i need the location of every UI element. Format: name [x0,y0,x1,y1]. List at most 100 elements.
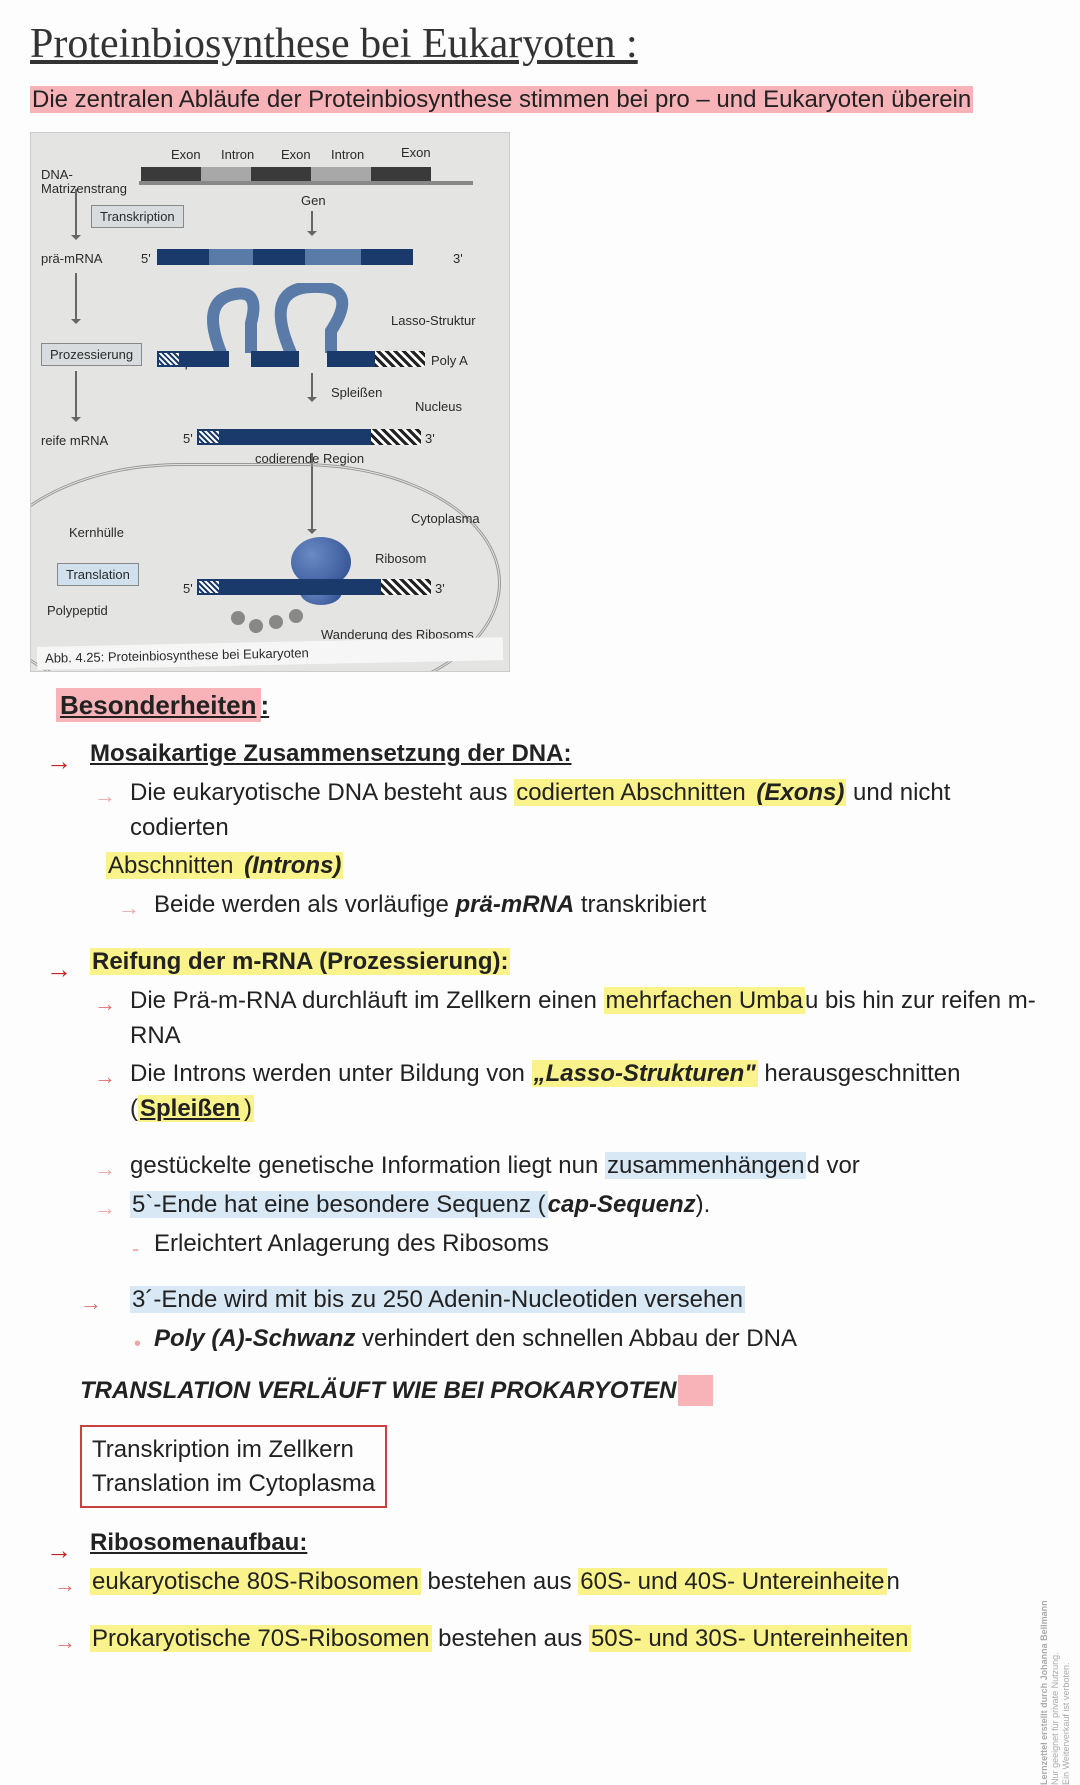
box-prozessierung: Prozessierung [41,343,142,366]
note-line: - Erleichtert Anlagerung des Ribosoms [154,1227,1050,1262]
label-ribosom: Ribosom [375,551,426,566]
text: Die Introns werden unter Bildung von [130,1060,532,1087]
label-pra-mrna: prä-mRNA [41,251,102,266]
peptide-bead [231,611,245,625]
note-line: → 5`-Ende hat eine besondere Sequenz (ca… [130,1188,1050,1223]
text-hl: 50S- und 30S- Untereinheiten [589,1625,911,1652]
mrna-segment [253,249,305,265]
label-spleissen: Spleißen [331,385,382,400]
diagram-figure: Exon Intron Exon Intron Exon DNA- Matriz… [30,132,510,672]
page-title: Proteinbiosynthese bei Eukaryoten : [30,20,1050,68]
text-hl: 5`-Ende hat eine besondere Sequenz ( [130,1191,548,1218]
arrow-icon: → [94,1192,114,1224]
polya [371,429,421,445]
arrow-icon [311,373,313,401]
text: gestückelte genetische Information liegt… [130,1152,605,1179]
heading-ribosomen: → Ribosomenaufbau: [90,1526,1050,1561]
label-reife-mrna: reife mRNA [41,433,108,448]
label-5: 5' [183,431,193,446]
arrow-icon: → [54,1626,74,1658]
mrna-segment [305,249,361,265]
text: ). [696,1191,711,1218]
label-3: 3' [453,251,463,266]
note-line: → 3´-Ende wird mit bis zu 250 Adenin-Nuc… [130,1283,1050,1318]
label-gen: Gen [301,193,326,208]
arrow-icon: → [94,1153,114,1185]
red-box: Transkription im Zellkern Translation im… [80,1425,387,1508]
text-hl: (Introns) [242,852,343,879]
bullet-icon: • [134,1330,141,1359]
note-line: → Beide werden als vorläufige prä-mRNA t… [154,888,1050,923]
heading-text: Besonderheiten [56,688,261,722]
arrow-icon: → [94,988,114,1020]
polya [375,351,425,367]
mrna-segment [327,351,375,367]
arrow-icon: → [46,951,70,989]
text: Poly (A)-Schwanz [154,1325,355,1352]
box-translation: Translation [57,563,139,586]
text-hl: Prokaryotische 70S-Ribosomen [90,1625,432,1652]
label-polya: Poly A [431,353,468,368]
note-line: → Die eukaryotische DNA besteht aus codi… [130,776,1050,846]
label-exon: Exon [171,147,201,162]
label-nucleus: Nucleus [415,399,462,414]
label-3: 3' [435,581,445,596]
heading-mosaik: → Mosaikartige Zusammensetzung der DNA: [90,737,1050,772]
text: Beide werden als vorläufige [154,891,456,918]
label-cytoplasma: Cytoplasma [411,511,480,526]
text-hl: „Lasso-Strukturen" [532,1060,758,1087]
mrna-segment [361,249,413,265]
watermark-l3: Ein Weiterverkauf ist verboten. [1061,1663,1071,1785]
note-line: Abschnitten (Introns) [106,849,1050,884]
mrna-segment [157,249,209,265]
label-dna: DNA- [41,167,73,182]
label-intron: Intron [331,147,364,162]
label-5: 5' [141,251,151,266]
mrna-segment [209,249,253,265]
arrow-icon: → [46,1532,70,1570]
text-hl: Spleißen [140,1095,240,1122]
text: verhindert den schnellen Abbau der DNA [355,1325,797,1352]
text: Die Prä-m-RNA durchläuft im Zellkern ein… [130,987,604,1014]
arrow-icon [75,273,77,323]
text: prä-mRNA [456,891,575,918]
peptide-bead [289,609,303,623]
text-hl: 60S- und 40S- Untereinheite [578,1568,886,1595]
box-line2: Translation im Cytoplasma [92,1467,375,1501]
note-line: → eukaryotische 80S-Ribosomen bestehen a… [90,1565,1050,1600]
arrow-icon: → [46,743,70,781]
subtitle-text: Die zentralen Abläufe der Proteinbiosynt… [30,86,973,113]
note-line: → Prokaryotische 70S-Ribosomen bestehen … [90,1622,1050,1657]
text-hl: eukaryotische 80S-Ribosomen [90,1568,421,1595]
text: Die eukaryotische DNA besteht aus [130,779,514,806]
arrow-icon [75,371,77,421]
label-3: 3' [425,431,435,446]
label-dna2: Matrizenstrang [41,181,127,196]
note-line: • Poly (A)-Schwanz verhindert den schnel… [154,1322,1050,1357]
label-exon: Exon [401,145,431,160]
arrow-icon: → [94,780,114,812]
text-hl: Abschnitten [106,852,242,879]
arrow-icon: → [118,892,138,924]
label-kernhuelle: Kernhülle [69,525,124,540]
arrow-icon [311,211,313,235]
text-hl: zusammenhängen [605,1152,806,1179]
heading-text: Ribosomenaufbau: [90,1529,307,1556]
text: bestehen aus [432,1625,589,1652]
text-hl: mehrfachen Umba [604,987,805,1014]
note-line: → gestückelte genetische Information lie… [130,1149,1050,1184]
heading-text: TRANSLATION VERLÄUFT WIE BEI PROKARYOTEN [80,1377,676,1404]
mrna-bar [221,429,371,445]
label-5: 5' [183,581,193,596]
label-polypeptid: Polypeptid [47,603,108,618]
label-lasso: Lasso-Struktur [391,313,476,328]
watermark-l2: Nur geeignet für private Nutzung. [1050,1653,1060,1785]
heading-text: Mosaikartige Zusammensetzung der DNA: [90,740,571,767]
dna-backbone [139,181,473,185]
text: cap-Sequenz [548,1191,696,1218]
text-hl: codierten Abschnitten [514,779,754,806]
cap-box [197,429,221,445]
label-intron: Intron [221,147,254,162]
watermark: Lernzettel erstellt durch Johanna Bellma… [1040,1601,1072,1785]
box-transkription: Transkription [91,205,184,228]
